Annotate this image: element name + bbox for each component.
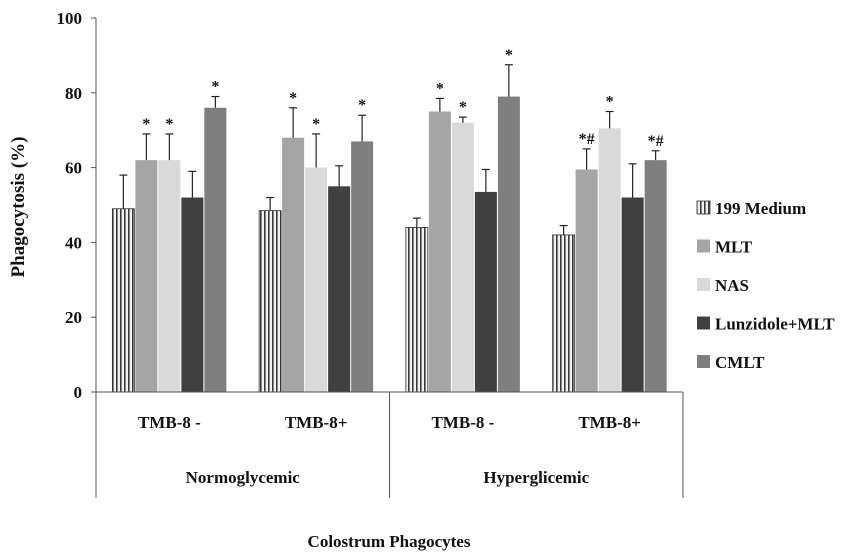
- significance-label: *: [312, 116, 320, 133]
- significance-label: *: [436, 80, 444, 97]
- legend-swatch: [697, 278, 710, 291]
- y-tick-label: 20: [65, 308, 82, 327]
- bar: [428, 111, 451, 392]
- bar: [204, 107, 227, 392]
- legend-label: Lunzidole+MLT: [715, 315, 835, 334]
- x-tick-label: TMB-8+: [578, 413, 641, 432]
- y-axis: 0 20 40 60 80 100: [57, 9, 97, 402]
- significance-label: *: [211, 79, 219, 96]
- bar: [305, 167, 328, 392]
- bar: [451, 122, 474, 392]
- significance-label: *: [358, 97, 366, 114]
- legend-swatch: [697, 316, 710, 330]
- bar: [135, 160, 158, 392]
- legend-swatch: [696, 200, 711, 215]
- legend-label: 199 Medium: [715, 199, 806, 218]
- significance-label: *#: [648, 133, 664, 150]
- x-axis: TMB-8 - TMB-8+ TMB-8 - TMB-8+ Normoglycemic H…: [95, 391, 684, 498]
- significance-label: *: [165, 116, 173, 133]
- y-tick-label: 60: [65, 159, 82, 178]
- x-tick-label: TMB-8+: [285, 413, 348, 432]
- significance-label: *: [505, 47, 513, 64]
- legend-swatch: [697, 239, 710, 253]
- bar: [575, 169, 598, 392]
- significance-label: *: [606, 94, 614, 111]
- significance-label: *#: [579, 131, 595, 148]
- legend-swatch: [697, 355, 710, 368]
- y-tick-label: 100: [57, 9, 83, 28]
- y-tick-label: 0: [74, 383, 83, 402]
- bar: [351, 141, 374, 392]
- group-label: Normoglycemic: [186, 468, 301, 487]
- bars: * * * * * * * * * *# * *#: [111, 47, 667, 393]
- bar: [258, 210, 282, 393]
- group-label: Hyperglicemic: [483, 468, 589, 487]
- legend-label: NAS: [715, 276, 749, 295]
- bar: [497, 96, 520, 392]
- bar: [598, 128, 621, 392]
- bar: [621, 197, 644, 392]
- y-axis-label: Phagocytosis (%): [8, 137, 29, 278]
- x-tick-label: TMB-8 -: [431, 413, 494, 432]
- y-tick-label: 40: [65, 233, 82, 252]
- bar: [552, 234, 576, 393]
- bar: [181, 197, 204, 392]
- bar: [474, 191, 497, 392]
- x-tick-label: TMB-8 -: [138, 413, 201, 432]
- bar: [158, 160, 181, 392]
- significance-label: *: [459, 99, 467, 116]
- bar: [644, 160, 667, 392]
- x-axis-label: Colostrum Phagocytes: [308, 532, 471, 551]
- bar: [282, 137, 305, 392]
- significance-label: *: [289, 90, 297, 107]
- bar: [405, 227, 429, 393]
- bar: [328, 186, 351, 392]
- significance-label: *: [142, 116, 150, 133]
- legend-label: MLT: [715, 238, 753, 257]
- legend-label: CMLT: [715, 353, 765, 372]
- legend: 199 Medium MLT NAS Lunzidole+MLT CMLT: [696, 199, 835, 372]
- y-tick-label: 80: [65, 84, 82, 103]
- bar: [111, 208, 135, 393]
